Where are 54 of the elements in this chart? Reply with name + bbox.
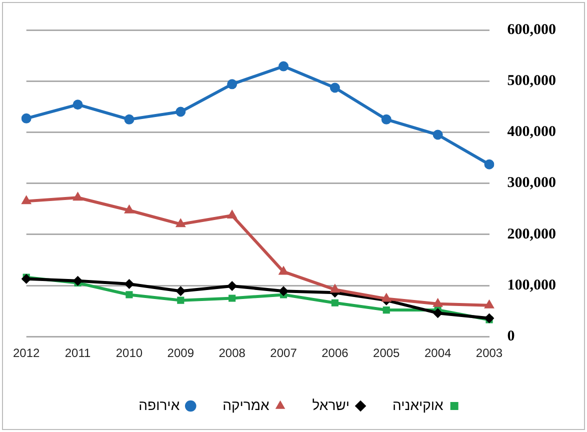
y-tick-label: 300,000 bbox=[507, 175, 556, 192]
point bbox=[21, 274, 32, 284]
point bbox=[72, 192, 83, 201]
point bbox=[124, 114, 134, 124]
point bbox=[330, 284, 340, 293]
point bbox=[126, 291, 133, 298]
point bbox=[21, 195, 32, 204]
x-tick-label: 2012 bbox=[12, 346, 40, 360]
legend-label: אמריקה bbox=[222, 396, 270, 413]
x-tick-label: 2011 bbox=[64, 346, 92, 360]
point bbox=[72, 276, 83, 286]
point bbox=[124, 204, 134, 214]
point bbox=[484, 313, 494, 324]
point bbox=[432, 130, 443, 140]
point bbox=[278, 61, 289, 72]
point bbox=[278, 266, 289, 275]
x-tick-label: 2009 bbox=[167, 346, 194, 360]
point bbox=[227, 281, 238, 292]
y-tick-label: 500,000 bbox=[507, 72, 556, 89]
point bbox=[484, 159, 494, 170]
y-tick-label: 400,000 bbox=[507, 124, 556, 140]
x-tick-label: 2004 bbox=[424, 346, 452, 360]
point bbox=[227, 79, 238, 90]
point bbox=[21, 113, 32, 124]
point bbox=[226, 209, 238, 218]
point bbox=[331, 299, 338, 306]
point bbox=[382, 306, 390, 314]
point bbox=[176, 286, 186, 296]
x-tick-label: 2005 bbox=[373, 346, 400, 360]
point bbox=[124, 278, 134, 289]
y-tick-label: 200,000 bbox=[507, 226, 556, 242]
point bbox=[330, 82, 340, 93]
legend-label: אירופה bbox=[138, 396, 180, 413]
y-tick-label: 0 bbox=[507, 328, 515, 344]
point bbox=[176, 106, 186, 117]
x-tick-label: 2010 bbox=[116, 346, 143, 360]
x-tick-label: 2006 bbox=[322, 346, 349, 360]
legend-label: ישראל bbox=[312, 396, 350, 413]
point bbox=[484, 299, 494, 308]
point bbox=[381, 292, 392, 302]
point bbox=[432, 308, 443, 318]
x-tick-label: 2008 bbox=[218, 346, 246, 360]
y-tick-label: 600,000 bbox=[507, 22, 556, 38]
point bbox=[177, 296, 184, 304]
point bbox=[381, 114, 392, 124]
x-tick-label: 2003 bbox=[476, 346, 503, 360]
point bbox=[72, 100, 83, 110]
legend-label: אוקיאניה bbox=[392, 396, 444, 413]
point bbox=[278, 286, 289, 296]
y-tick-label: 100,000 bbox=[507, 277, 556, 294]
point bbox=[228, 294, 236, 302]
point bbox=[175, 218, 186, 228]
point bbox=[432, 298, 444, 307]
x-tick-label: 2007 bbox=[270, 346, 298, 360]
